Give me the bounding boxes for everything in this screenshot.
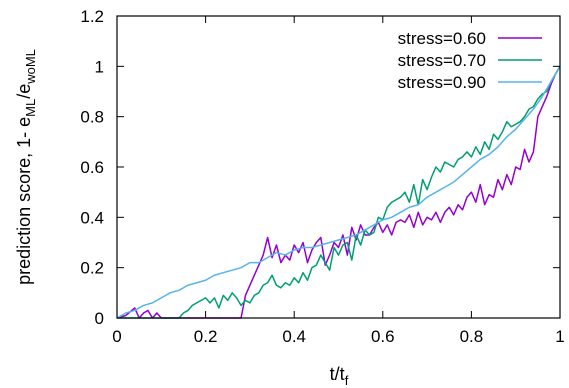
y-tick-label: 0.4 bbox=[80, 208, 104, 227]
x-axis-label-subscript: f bbox=[345, 373, 349, 388]
series-line-2 bbox=[117, 65, 561, 319]
x-axis: 0 0.2 0.4 0.6 0.8 1 bbox=[112, 16, 565, 346]
series-line-1 bbox=[116, 65, 561, 319]
y-axis-label-part-1: prediction score, 1- e bbox=[14, 117, 34, 285]
y-tick-label: 0.2 bbox=[80, 259, 104, 278]
y-tick-label: 0.6 bbox=[80, 158, 104, 177]
x-tick-label: 0.8 bbox=[460, 327, 484, 346]
legend-label: stress=0.70 bbox=[398, 51, 486, 70]
y-axis-label-part-2: /e bbox=[14, 84, 34, 99]
y-axis: 0 0.2 0.4 0.6 0.8 1 1.2 bbox=[80, 7, 560, 328]
x-tick-label: 0 bbox=[112, 327, 121, 346]
legend-label: stress=0.60 bbox=[398, 29, 486, 48]
x-axis-label-main: t/t bbox=[330, 364, 345, 384]
plot-lines bbox=[116, 65, 561, 319]
y-axis-label-sub-1: ML bbox=[23, 99, 38, 117]
plot-frame bbox=[116, 15, 561, 319]
x-tick-label: 0.6 bbox=[371, 327, 395, 346]
y-tick-label: 0 bbox=[95, 309, 104, 328]
x-tick-label: 0.2 bbox=[194, 327, 218, 346]
series-line-3 bbox=[116, 65, 561, 319]
x-tick-label: 1 bbox=[555, 327, 564, 346]
y-tick-label: 0.8 bbox=[80, 108, 104, 127]
x-tick-label: 0.4 bbox=[282, 327, 306, 346]
legend-label: stress=0.90 bbox=[398, 73, 486, 92]
y-tick-label: 1.2 bbox=[80, 7, 104, 26]
y-axis-label: prediction score, 1- eML/ewoML bbox=[14, 49, 38, 285]
legend: stress=0.60 stress=0.70 stress=0.90 bbox=[398, 29, 542, 92]
y-axis-label-sub-2: woML bbox=[23, 49, 38, 85]
x-axis-label: t/tf bbox=[330, 364, 349, 388]
y-tick-label: 1 bbox=[95, 57, 104, 76]
